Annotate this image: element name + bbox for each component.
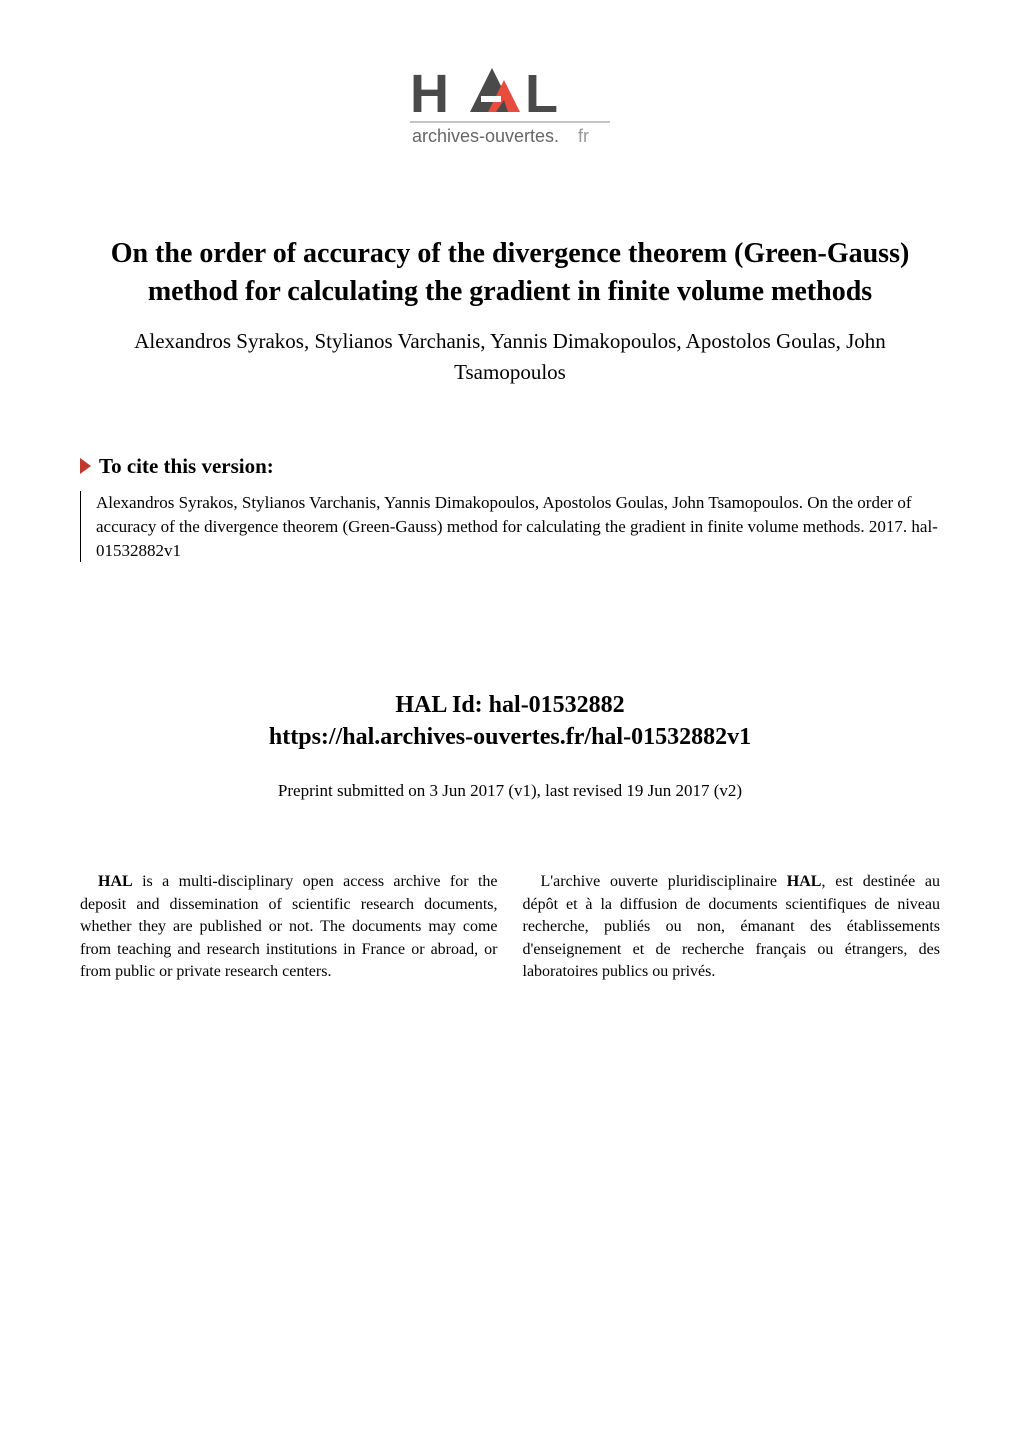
hal-url: https://hal.archives-ouvertes.fr/hal-015… — [80, 724, 940, 751]
description-french: L'archive ouverte pluridisciplinaire HAL… — [523, 871, 941, 983]
citation-text: Alexandros Syrakos, Stylianos Varchanis,… — [80, 491, 940, 562]
svg-text:H: H — [410, 64, 449, 124]
preprint-info: Preprint submitted on 3 Jun 2017 (v1), l… — [80, 781, 940, 801]
hal-logo: H L archives-ouvertes. fr — [400, 60, 620, 155]
hal-id-label: HAL Id: hal-01532882 — [80, 692, 940, 719]
cite-section: To cite this version: Alexandros Syrakos… — [80, 454, 940, 563]
svg-text:archives-ouvertes.: archives-ouvertes. — [412, 126, 559, 146]
paper-title: On the order of accuracy of the divergen… — [80, 235, 940, 311]
description-english: HAL is a multi-disciplinary open access … — [80, 871, 498, 983]
svg-text:fr: fr — [578, 126, 589, 146]
hal-logo-block: H L archives-ouvertes. fr — [80, 60, 940, 155]
hal-logo-svg: H L archives-ouvertes. fr — [400, 60, 620, 150]
description-row: HAL is a multi-disciplinary open access … — [80, 871, 940, 983]
svg-text:L: L — [525, 64, 558, 124]
paper-authors: Alexandros Syrakos, Stylianos Varchanis,… — [80, 326, 940, 389]
cite-heading: To cite this version: — [80, 454, 274, 479]
hal-id-section: HAL Id: hal-01532882 https://hal.archive… — [80, 692, 940, 751]
desc-en-text: is a multi-disciplinary open access arch… — [80, 873, 498, 980]
